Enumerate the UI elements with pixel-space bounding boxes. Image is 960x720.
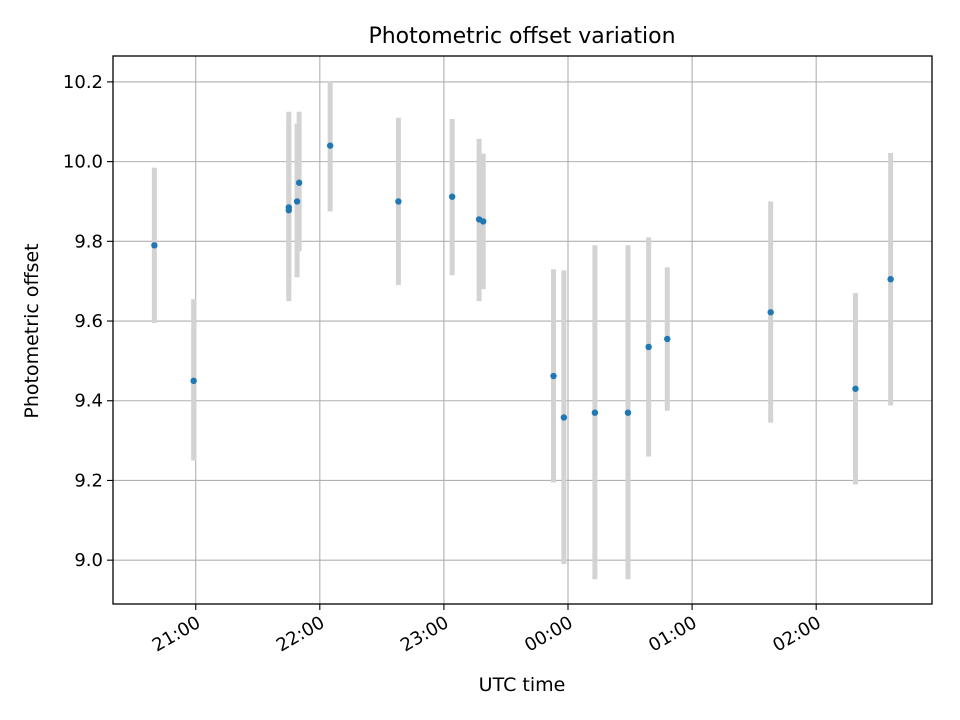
y-tick-label: 9.2: [74, 470, 103, 491]
y-tick-label: 10.0: [63, 152, 103, 173]
data-point: [448, 193, 456, 200]
data-point: [591, 409, 599, 416]
chart-title: Photometric offset variation: [368, 24, 675, 49]
data-point: [550, 372, 557, 380]
y-axis-ticks: 9.0 9.2 9.4 9.6 9.8 10.0 10.2: [63, 72, 113, 571]
data-point: [190, 377, 197, 385]
data-point: [295, 179, 303, 186]
data-point: [887, 275, 894, 283]
plot-frame: [112, 55, 933, 605]
grid: [113, 56, 932, 604]
y-tick-label: 9.8: [74, 231, 103, 252]
y-tick-label: 10.2: [63, 72, 103, 93]
data-point: [560, 414, 568, 421]
data-point: [645, 343, 652, 351]
data-point: [285, 207, 292, 214]
data-points: [151, 142, 894, 421]
data-point: [480, 218, 487, 225]
data-point: [151, 242, 158, 249]
data-point: [293, 198, 301, 205]
y-tick-label: 9.6: [74, 311, 103, 332]
data-point: [767, 309, 774, 316]
data-point: [624, 409, 632, 416]
x-axis-label: UTC time: [479, 674, 566, 696]
y-axis-label: Photometric offset: [21, 243, 43, 418]
data-point: [395, 198, 402, 205]
y-tick-label: 9.0: [74, 550, 103, 571]
data-point: [326, 142, 334, 149]
data-point: [664, 335, 671, 343]
y-tick-label: 9.4: [74, 391, 103, 412]
data-point: [852, 385, 859, 392]
